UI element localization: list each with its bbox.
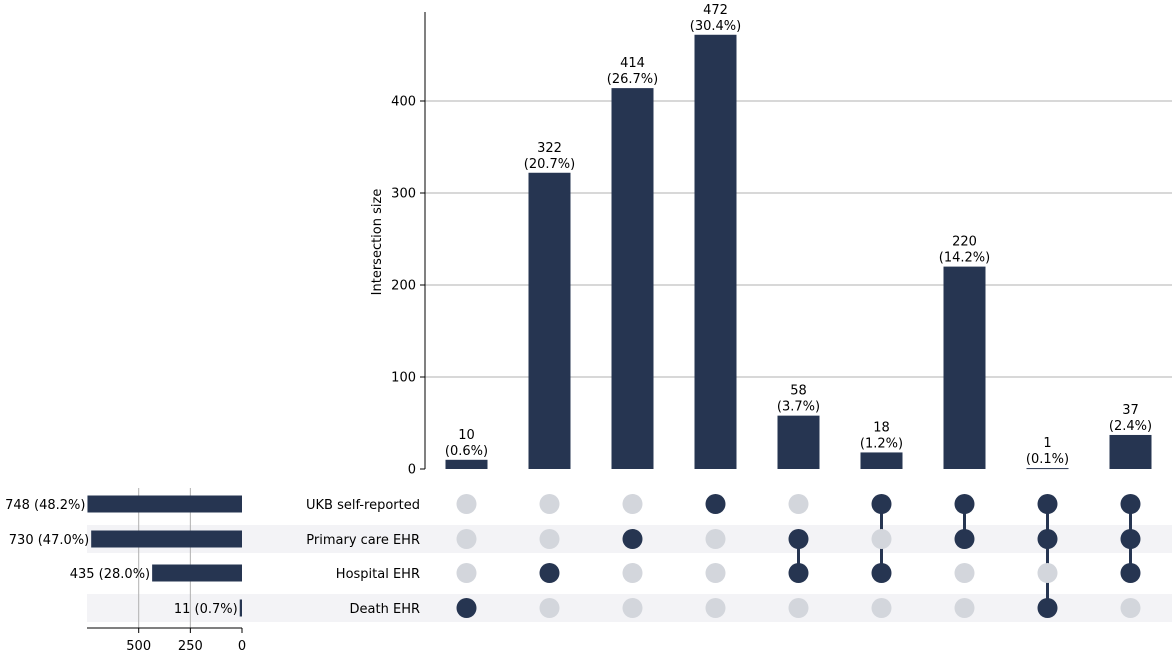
intersection-bar [611,88,654,470]
matrix-dot-inactive [871,598,892,618]
bar-percent-label: (1.2%) [860,436,903,451]
matrix-dot-inactive [539,494,560,514]
y-tick-label: 400 [391,95,416,110]
set-size-label: 748 (48.2%) [5,498,85,513]
bar-count-label: 58 [790,384,807,399]
bar-percent-label: (30.4%) [690,19,741,34]
y-tick-label: 0 [408,463,416,478]
matrix-dot-inactive [456,563,477,583]
set-name-label: Death EHR [350,602,420,617]
matrix-dot-inactive [622,563,643,583]
y-axis-label: Intersection size [370,189,385,296]
bar-percent-label: (26.7%) [607,72,658,87]
set-size-tick-label: 0 [238,639,246,652]
matrix-dot-inactive [456,529,477,549]
matrix-dot-inactive [871,529,892,549]
set-size-bar [87,495,243,513]
matrix-dot-active [788,529,809,549]
y-tick-label: 200 [391,279,416,294]
set-size-label: 11 (0.7%) [174,602,238,617]
matrix-dot-active [1120,529,1141,549]
set-size-label: 730 (47.0%) [9,533,89,548]
intersection-bar [694,34,737,469]
intersection-bar [528,172,571,469]
intersection-bar [1026,468,1069,470]
set-size-labels: 748 (48.2%) 730 (47.0%) 435 (28.0%) 11 (0.7… [5,498,238,617]
matrix-dot-active [954,494,975,514]
intersection-y-axis: 0 100 200 300 400 [391,12,426,478]
matrix-dot-active [954,529,975,549]
bar-percent-label: (2.4%) [1109,419,1152,434]
matrix-dot-active [871,563,892,583]
set-name-label: UKB self-reported [306,498,420,513]
set-size-label: 435 (28.0%) [70,567,150,582]
bar-count-label: 1 [1043,436,1051,451]
matrix-dot-active [1120,494,1141,514]
intersection-bar [445,459,488,469]
matrix-dot-inactive [705,529,726,549]
matrix-dot-inactive [1037,563,1058,583]
set-name-label: Primary care EHR [306,533,420,548]
matrix-dot-inactive [539,598,560,618]
set-size-bar [239,599,242,617]
matrix-dot-inactive [705,563,726,583]
matrix-dot-active [622,529,643,549]
bar-percent-label: (0.1%) [1026,452,1069,467]
set-name-label: Hospital EHR [336,567,420,582]
matrix-dot-inactive [788,598,809,618]
matrix-dot-active [456,598,477,618]
matrix-dot-active [539,563,560,583]
intersection-bar [943,266,986,469]
matrix-dot-inactive [539,529,560,549]
matrix-dot-inactive [954,563,975,583]
bar-count-label: 220 [952,235,977,250]
matrix-dot-active [1120,563,1141,583]
bar-percent-label: (20.7%) [524,157,575,172]
matrix-dot-inactive [456,494,477,514]
matrix-dot-active [788,563,809,583]
bar-count-label: 472 [703,3,728,18]
matrix-dot-active [1037,529,1058,549]
matrix-dot-inactive [1120,598,1141,618]
bar-count-label: 37 [1122,403,1139,418]
bar-count-label: 10 [458,428,475,443]
set-size-x-axis: 500 250 0 [87,627,246,652]
membership-matrix [456,494,1141,618]
bar-percent-label: (14.2%) [939,251,990,266]
set-size-bars [87,495,243,617]
matrix-dot-inactive [954,598,975,618]
matrix-dot-active [871,494,892,514]
bar-percent-label: (3.7%) [777,400,820,415]
matrix-dot-inactive [705,598,726,618]
matrix-dot-inactive [788,494,809,514]
matrix-dot-inactive [622,494,643,514]
y-tick-label: 300 [391,187,416,202]
matrix-dot-inactive [622,598,643,618]
set-size-tick-label: 500 [126,639,151,652]
bar-count-label: 18 [873,420,890,435]
bar-count-label: 322 [537,141,562,156]
set-size-tick-label: 250 [178,639,203,652]
intersection-bar [1109,434,1152,469]
intersection-bar [860,452,903,469]
matrix-dot-active [1037,598,1058,618]
intersection-bar-labels: 10(0.6%) 322(20.7%) 414(26.7%) 472(30.4%) 58… [445,3,1152,467]
set-name-labels: UKB self-reported Primary care EHR Hospita… [306,498,420,617]
y-tick-label: 100 [391,371,416,386]
bar-percent-label: (0.6%) [445,444,488,459]
matrix-dot-active [1037,494,1058,514]
intersection-bar [777,415,820,469]
intersection-bars [445,34,1152,470]
set-size-bar [152,564,242,582]
set-size-bar [91,530,242,548]
bar-count-label: 414 [620,56,645,71]
matrix-dot-active [705,494,726,514]
